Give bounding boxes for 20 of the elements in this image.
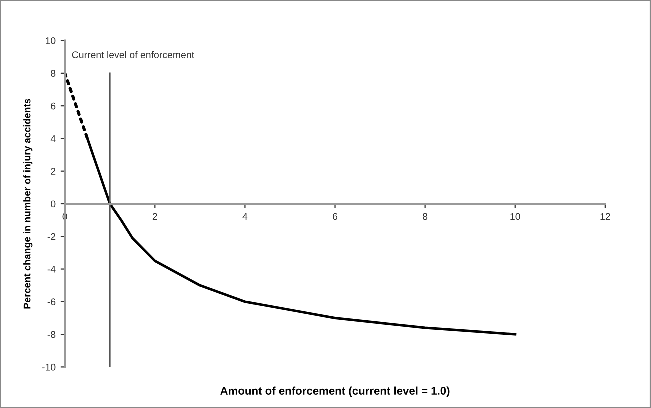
x-tick-label: 4: [242, 213, 248, 220]
y-tick-label: 4: [50, 136, 56, 142]
y-tick-label: 0: [51, 200, 56, 208]
x-tick-label: 8: [423, 213, 428, 220]
y-tick-label: -6: [48, 298, 56, 306]
ref-line-label: Current level of enforcement: [72, 51, 194, 58]
y-tick-label: -8: [48, 331, 56, 338]
y-axis-title: Percent change in number of injury accidents: [24, 99, 33, 309]
x-tick-label: 12: [600, 213, 610, 220]
y-tick-label: -10: [42, 364, 56, 371]
x-tick-label: 6: [333, 213, 338, 220]
y-tick-label: -4: [48, 266, 56, 273]
y-tick-label: 2: [51, 168, 56, 175]
y-tick-label: 6: [51, 102, 56, 110]
x-axis-title: Amount of enforcement (current level = 1.0): [220, 386, 450, 398]
x-tick-label: 10: [510, 213, 520, 220]
x-tick-label: 2: [152, 213, 158, 220]
y-tick-label: 8: [51, 70, 56, 78]
y-tick-label: -2: [48, 233, 56, 240]
y-tick-label: 10: [46, 38, 56, 44]
